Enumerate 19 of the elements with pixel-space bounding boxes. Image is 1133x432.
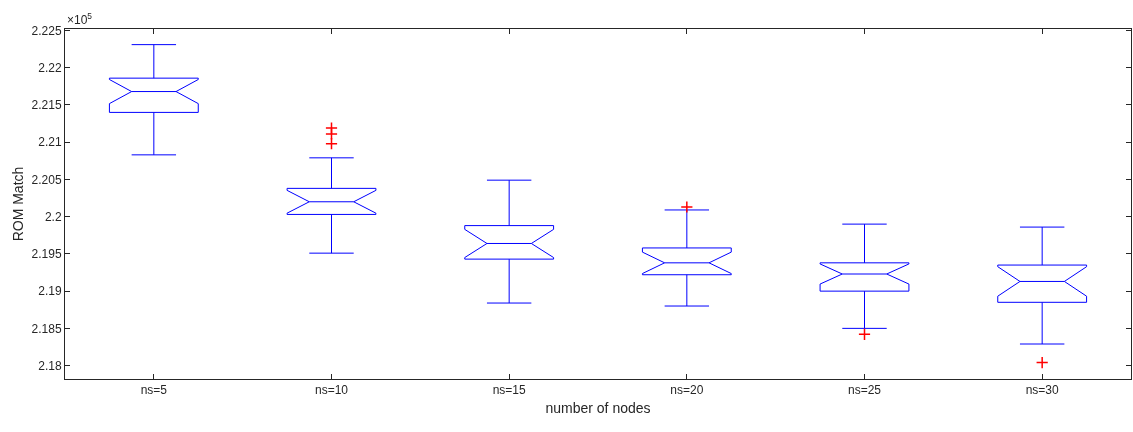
x-tick-label: ns=25 <box>847 383 882 398</box>
x-axis-title: number of nodes <box>545 399 651 416</box>
x-tick-label: ns=10 <box>314 383 349 398</box>
x-tick-label: ns=15 <box>492 383 527 398</box>
y-tick-label: 2.19 <box>38 284 62 299</box>
y-axis-title: ROM Match <box>10 166 27 242</box>
y-tick-label: 2.2 <box>44 209 62 224</box>
y-tick-label: 2.205 <box>31 172 62 187</box>
y-tick-label: 2.21 <box>38 135 62 150</box>
y-tick-label: 2.225 <box>31 23 62 38</box>
y-tick-label: 2.195 <box>31 247 62 262</box>
y-tick-label: 2.22 <box>38 60 62 75</box>
y-tick-label: 2.215 <box>31 98 62 113</box>
y-tick-label: 2.185 <box>31 321 62 336</box>
x-tick-label: ns=20 <box>670 383 704 398</box>
y-tick-label: 2.18 <box>38 358 62 373</box>
text: ×10$^{5}$ <box>67 11 93 28</box>
x-tick-label: ns=5 <box>140 383 168 398</box>
x-tick-label: ns=30 <box>1025 383 1060 398</box>
